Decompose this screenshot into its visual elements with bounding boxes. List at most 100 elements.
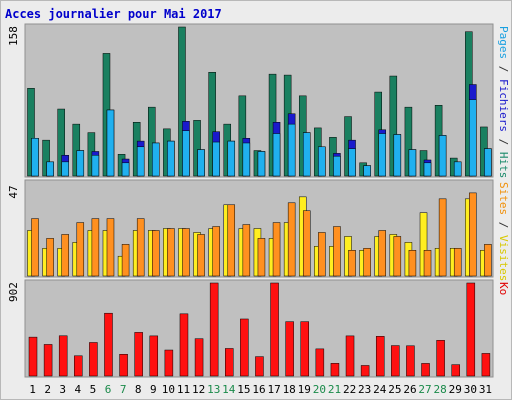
x-tick-label-day-21: 21	[328, 383, 341, 396]
bar-ko-day-8	[134, 332, 143, 377]
bar-ko-day-3	[58, 335, 68, 377]
bar-ko-day-9	[149, 335, 159, 377]
bar-ko-day-29	[451, 364, 460, 377]
x-tick-label-day-27: 27	[418, 383, 431, 396]
bar-ko-day-17	[270, 282, 279, 377]
bar-sites-day-15	[242, 224, 251, 277]
x-tick-label-day-20: 20	[313, 383, 326, 396]
bar-sites-day-11	[182, 228, 190, 277]
x-tick-label-day-4: 4	[75, 383, 82, 396]
bar-pages-day-10	[167, 140, 175, 177]
bar-sites-day-22	[348, 250, 356, 277]
panel-top-max-label: 158	[7, 26, 20, 46]
bar-pages-day-26	[408, 149, 417, 177]
x-tick-label-day-5: 5	[90, 383, 97, 396]
bar-pages-day-23	[363, 165, 371, 177]
bar-pages-day-18	[287, 123, 296, 177]
x-tick-label-day-7: 7	[120, 383, 127, 396]
bar-ko-day-11	[179, 313, 189, 377]
bar-ko-day-28	[436, 340, 445, 377]
bar-pages-day-31	[484, 148, 492, 177]
bar-sites-day-23	[363, 248, 371, 277]
bar-pages-day-6	[106, 109, 115, 177]
x-tick-label-day-28: 28	[434, 383, 447, 396]
x-tick-label-day-18: 18	[283, 383, 296, 396]
bar-pages-day-9	[152, 142, 160, 177]
bar-sites-day-9	[152, 230, 160, 277]
bar-sites-day-25	[393, 236, 402, 277]
bar-ko-day-30	[466, 282, 476, 377]
bar-pages-day-3	[61, 161, 69, 177]
panel-bot-legend: Ko	[497, 282, 510, 295]
x-tick-label-day-23: 23	[358, 383, 371, 396]
bar-sites-day-3	[61, 234, 69, 277]
bar-pages-day-15	[242, 142, 251, 177]
legend-item-top-0: Pages	[497, 26, 510, 59]
bar-pages-day-22	[348, 148, 356, 177]
x-tick-label-day-25: 25	[388, 383, 401, 396]
bar-pages-day-27	[423, 162, 432, 177]
bar-ko-day-6	[104, 312, 113, 377]
bar-sites-day-29	[453, 248, 462, 277]
x-tick-label-day-6: 6	[105, 383, 112, 396]
bar-pages-day-24	[378, 133, 386, 177]
x-tick-label-day-13: 13	[207, 383, 220, 396]
bar-hits-day-13	[208, 72, 216, 177]
bar-sites-day-18	[287, 202, 296, 277]
bar-ko-day-22	[345, 335, 355, 377]
bar-pages-day-17	[272, 133, 281, 177]
bar-ko-day-2	[43, 344, 53, 377]
bar-sites-day-16	[257, 238, 266, 277]
bar-ko-day-7	[119, 354, 128, 377]
x-tick-label-day-17: 17	[267, 383, 280, 396]
legend-item-bot-0: Ko	[497, 282, 510, 295]
x-tick-label-day-2: 2	[44, 383, 51, 396]
bar-ko-day-12	[194, 338, 204, 377]
legend-item-mid-0: Sites	[497, 182, 510, 215]
x-tick-label-day-29: 29	[449, 383, 462, 396]
x-tick-label-day-3: 3	[59, 383, 66, 396]
legend-item-mid-1: /	[497, 215, 510, 235]
bar-sites-day-20	[318, 232, 326, 277]
x-tick-label-day-15: 15	[237, 383, 250, 396]
bar-sites-day-10	[167, 228, 175, 277]
bar-pages-day-28	[438, 135, 447, 177]
bar-ko-day-27	[421, 363, 430, 377]
x-tick-label-day-14: 14	[222, 383, 236, 396]
legend-item-top-1: /	[497, 59, 510, 79]
bar-ko-day-5	[89, 342, 98, 377]
bar-hits-day-15	[238, 95, 247, 177]
bar-pages-day-7	[121, 162, 130, 177]
bar-pages-day-20	[318, 146, 326, 177]
x-tick-label-day-16: 16	[252, 383, 265, 396]
bar-ko-day-15	[240, 318, 249, 377]
bar-pages-day-8	[136, 146, 145, 177]
bar-sites-day-27	[423, 250, 432, 277]
bar-ko-day-25	[391, 345, 400, 377]
panel-mid-legend: Sites / Visites	[497, 182, 510, 281]
bar-ko-day-4	[74, 355, 83, 377]
bar-ko-day-24	[375, 336, 385, 377]
x-tick-label-day-30: 30	[464, 383, 477, 396]
legend-item-top-4: Hits	[497, 152, 510, 179]
x-tick-label-day-31: 31	[479, 383, 492, 396]
x-tick-label-day-1: 1	[29, 383, 36, 396]
bar-ko-day-23	[360, 365, 370, 377]
bar-pages-day-16	[257, 151, 266, 177]
x-tick-label-day-10: 10	[162, 383, 175, 396]
bar-hits-day-12	[193, 120, 201, 177]
bar-pages-day-14	[227, 140, 236, 177]
bar-sites-day-7	[121, 244, 130, 277]
bar-ko-day-16	[255, 356, 264, 377]
bar-sites-day-28	[438, 198, 447, 277]
x-tick-label-day-19: 19	[298, 383, 311, 396]
bar-sites-day-19	[302, 210, 311, 277]
bar-ko-day-18	[285, 321, 294, 377]
panel-bot-max-label: 902	[7, 282, 20, 302]
bar-sites-day-12	[197, 234, 205, 277]
x-tick-label-day-11: 11	[177, 383, 190, 396]
bar-sites-day-8	[136, 218, 145, 277]
bar-pages-day-25	[393, 134, 402, 177]
bar-pages-day-29	[453, 161, 462, 177]
